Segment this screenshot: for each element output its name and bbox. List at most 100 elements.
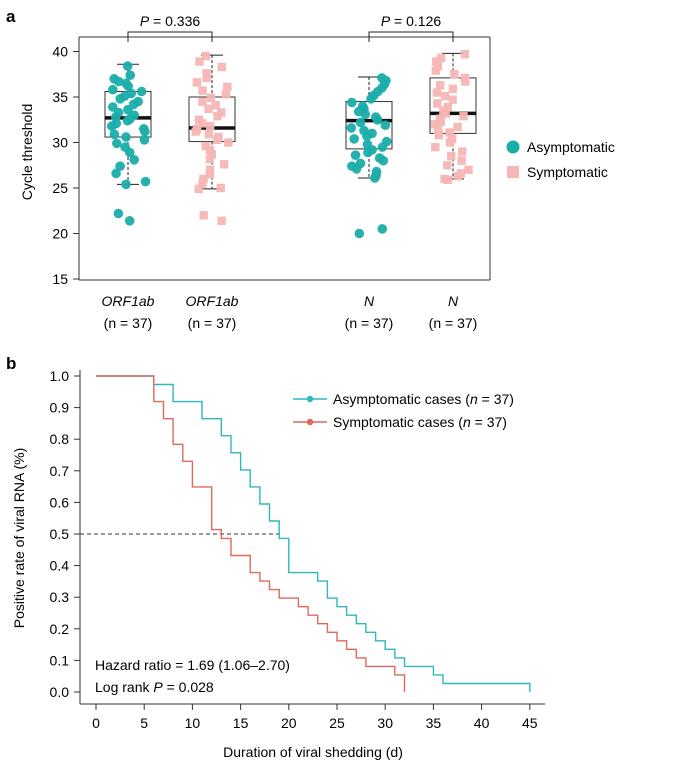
data-point-asymptomatic <box>122 61 133 71</box>
data-point-asymptomatic <box>113 208 124 219</box>
legend-symptomatic-cases: Symptomatic cases (n = 37) <box>333 414 507 430</box>
data-point-symptomatic <box>433 61 443 71</box>
panel-a-legend: Asymptomatic Symptomatic <box>506 139 615 180</box>
y-tick-label: 0.4 <box>50 558 70 574</box>
data-point-asymptomatic <box>351 164 362 174</box>
data-point-asymptomatic <box>355 117 366 128</box>
data-point-symptomatic <box>448 84 457 93</box>
data-point-asymptomatic <box>140 126 150 137</box>
data-point-symptomatic <box>432 88 442 97</box>
panel-b-annotations: Hazard ratio = 1.69 (1.06–2.70) Log rank… <box>95 657 290 695</box>
data-point-symptomatic <box>445 138 455 147</box>
x-group-gene-label: ORF1ab <box>186 293 239 309</box>
data-point-symptomatic <box>202 69 211 78</box>
data-point-symptomatic <box>199 174 208 184</box>
data-point-asymptomatic <box>354 228 365 239</box>
legend-symptomatic-label: Symptomatic <box>527 164 608 180</box>
data-point-symptomatic <box>441 109 450 118</box>
data-point-symptomatic <box>433 99 442 108</box>
y-tick-label: 0.8 <box>50 431 70 447</box>
data-point-symptomatic <box>211 101 220 110</box>
data-point-symptomatic <box>217 216 226 225</box>
panel-b-curves <box>96 375 531 692</box>
panel-b-axes <box>79 370 545 705</box>
x-group-gene-label: N <box>448 293 459 309</box>
y-tick-label: 0.3 <box>50 589 70 605</box>
data-point-symptomatic <box>224 138 233 147</box>
data-point-symptomatic <box>204 104 213 113</box>
data-point-symptomatic <box>430 120 440 129</box>
data-point-symptomatic <box>204 130 213 139</box>
symptomatic-survival-curve <box>96 375 406 692</box>
panel-a-x-labels: ORF1ab (n = 37) ORF1ab (n = 37) N (n = 37) N (n… <box>102 293 478 331</box>
x-tick-label: 40 <box>474 715 490 731</box>
data-point-asymptomatic <box>377 142 388 152</box>
data-point-symptomatic <box>443 102 452 112</box>
panel-a-points <box>107 50 473 239</box>
x-tick-label: 25 <box>329 715 345 731</box>
data-point-asymptomatic <box>123 104 133 115</box>
data-point-symptomatic <box>464 165 473 174</box>
x-group-gene-label: ORF1ab <box>102 293 155 309</box>
x-group-n-label: (n = 37) <box>188 315 237 331</box>
data-point-symptomatic <box>458 147 467 156</box>
data-point-symptomatic <box>443 161 452 170</box>
data-point-symptomatic <box>206 93 216 103</box>
data-point-asymptomatic <box>140 176 151 187</box>
x-tick-label: 30 <box>377 715 393 731</box>
panel-b-legend: Asymptomatic cases (n = 37) Symptomatic c… <box>293 391 514 430</box>
data-point-asymptomatic <box>346 123 357 133</box>
comparison-bracket <box>127 31 213 42</box>
data-point-symptomatic <box>447 152 456 161</box>
x-tick-label: 35 <box>426 715 442 731</box>
data-point-asymptomatic <box>115 94 125 104</box>
y-tick-label: 0.0 <box>50 684 70 700</box>
data-point-symptomatic <box>205 154 214 164</box>
data-point-asymptomatic <box>362 131 372 141</box>
x-group-gene-label: N <box>364 293 375 309</box>
data-point-symptomatic <box>432 57 441 66</box>
data-point-asymptomatic <box>139 135 150 145</box>
data-point-symptomatic <box>206 165 215 174</box>
legend-marker <box>306 418 314 426</box>
panel-a-ylabel: Cycle threshold <box>19 104 35 201</box>
panel-a-frame <box>78 36 491 281</box>
x-group-n-label: (n = 37) <box>345 315 394 331</box>
data-point-asymptomatic <box>366 94 376 104</box>
log-rank-annotation: Log rank P = 0.028 <box>95 679 214 695</box>
x-group-n-label: (n = 37) <box>104 315 153 331</box>
data-point-asymptomatic <box>372 115 383 125</box>
data-point-asymptomatic <box>123 81 133 91</box>
data-point-symptomatic <box>221 90 230 99</box>
data-point-symptomatic <box>199 211 208 220</box>
y-tick-label: 15 <box>52 271 68 287</box>
hazard-ratio-annotation: Hazard ratio = 1.69 (1.06–2.70) <box>95 657 290 673</box>
data-point-asymptomatic <box>125 70 135 80</box>
data-point-asymptomatic <box>107 121 117 131</box>
data-point-asymptomatic <box>377 224 388 234</box>
legend-symptomatic-marker <box>507 166 519 178</box>
x-tick-label: 45 <box>522 715 538 731</box>
data-point-symptomatic <box>445 128 454 137</box>
panel-b-xlabel: Duration of viral shedding (d) <box>223 744 403 760</box>
panel-b-x-ticks: 0 5 10 15 20 25 30 35 40 45 <box>92 704 538 731</box>
data-point-symptomatic <box>191 127 200 136</box>
data-point-asymptomatic <box>122 115 133 126</box>
data-point-symptomatic <box>453 172 463 181</box>
x-tick-label: 20 <box>281 715 297 731</box>
data-point-symptomatic <box>217 62 226 72</box>
data-point-symptomatic <box>213 135 222 144</box>
y-tick-label: 1.0 <box>50 368 70 384</box>
y-tick-label: 0.6 <box>50 494 70 510</box>
data-point-asymptomatic <box>108 84 118 95</box>
panel-a-label: a <box>6 7 16 26</box>
data-point-symptomatic <box>194 184 203 194</box>
x-tick-label: 5 <box>140 715 148 731</box>
data-point-symptomatic <box>213 111 222 121</box>
y-tick-label: 20 <box>52 226 68 242</box>
panel-b-ylabel: Positive rate of viral RNA (%) <box>11 448 27 629</box>
data-point-symptomatic <box>207 150 216 159</box>
data-point-asymptomatic <box>360 109 371 120</box>
data-point-symptomatic <box>197 119 207 128</box>
